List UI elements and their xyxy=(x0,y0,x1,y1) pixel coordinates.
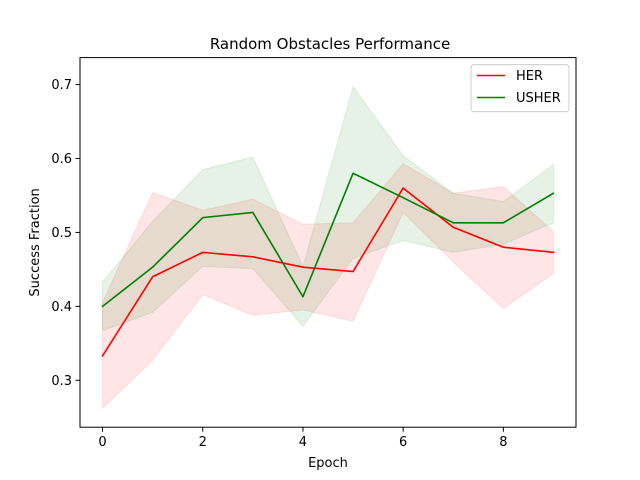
usher-confidence-band xyxy=(102,85,554,332)
x-tick-label: 8 xyxy=(499,435,507,450)
usher-series-line xyxy=(101,172,555,308)
y-axis-label: Success Fraction xyxy=(28,188,43,296)
her-confidence-band xyxy=(102,163,554,410)
y-tick-label: 0.7 xyxy=(51,78,72,93)
chart-title: Random Obstacles Performance xyxy=(210,35,450,53)
y-tick-label: 0.6 xyxy=(51,152,72,167)
usher-legend-label: USHER xyxy=(516,91,561,106)
x-tick-label: 4 xyxy=(299,435,307,450)
her-series-line xyxy=(101,187,555,357)
legend: HER USHER xyxy=(470,64,570,113)
x-tick-label: 2 xyxy=(199,435,207,450)
x-axis-label: Epoch xyxy=(308,456,348,471)
x-tick-label: 6 xyxy=(399,435,407,450)
legend-box xyxy=(470,64,570,113)
y-tick-label: 0.4 xyxy=(51,300,72,315)
plot-frame xyxy=(79,57,577,428)
confidence-bands xyxy=(102,85,554,410)
series-lines xyxy=(101,172,555,357)
x-axis-ticks: 0 2 4 6 8 xyxy=(98,427,507,450)
her-legend-label: HER xyxy=(516,69,543,84)
y-axis-ticks: 0.3 0.4 0.5 0.6 0.7 xyxy=(51,78,80,389)
y-tick-label: 0.5 xyxy=(51,226,72,241)
y-tick-label: 0.3 xyxy=(51,374,72,389)
x-tick-label: 0 xyxy=(98,435,106,450)
